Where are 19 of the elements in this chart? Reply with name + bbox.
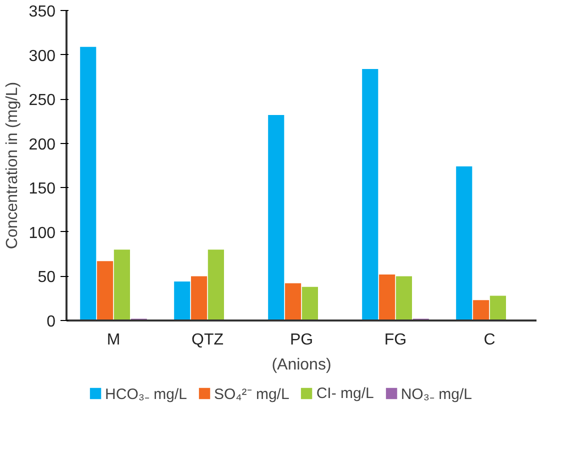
y-axis-title: Concentration in (mg/L) xyxy=(4,82,21,250)
x-tick-label: FG xyxy=(384,332,407,348)
x-tick-label: M xyxy=(106,332,120,348)
legend-label: CI- mg/L xyxy=(316,384,374,402)
legend-label: HCO₃₋ mg/L xyxy=(105,385,188,403)
x-axis-title: (Anions) xyxy=(272,356,332,374)
x-tick-label: PG xyxy=(290,332,314,348)
y-tick-label: 50 xyxy=(38,269,56,286)
y-tick-label: 300 xyxy=(28,48,56,65)
legend-label: SO₄²⁻ mg/L xyxy=(214,385,290,403)
y-tick-label: 100 xyxy=(28,224,56,242)
x-tick-label: QTZ xyxy=(192,332,224,348)
y-tick-label: 0 xyxy=(46,314,56,330)
x-tick-label: C xyxy=(484,332,496,348)
y-tick-label: 150 xyxy=(28,180,56,198)
y-tick-label: 350 xyxy=(28,4,56,20)
legend-label: NO₃₋ mg/L xyxy=(400,385,472,403)
y-tick-label: 250 xyxy=(28,92,56,110)
y-tick-label: 200 xyxy=(28,136,56,154)
